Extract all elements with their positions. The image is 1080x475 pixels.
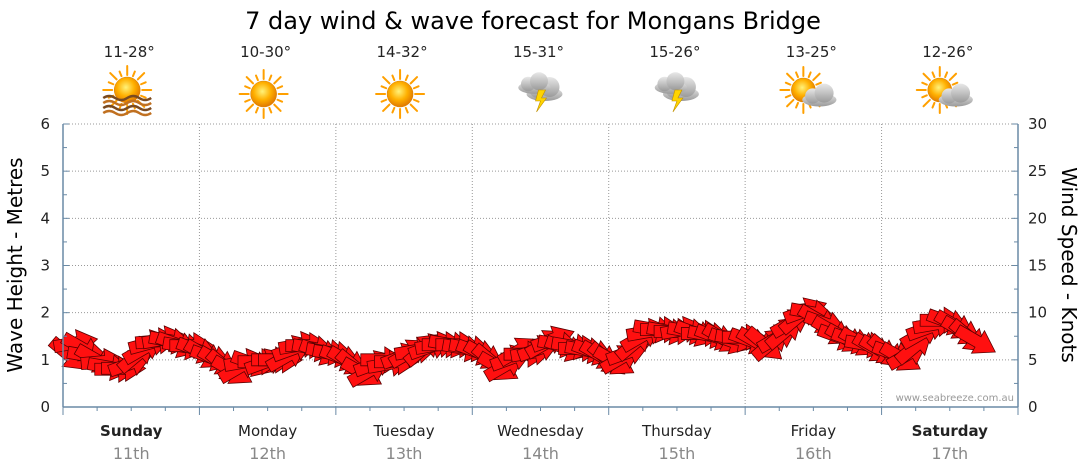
day-date: 13th — [386, 444, 423, 463]
day-name: Tuesday — [373, 422, 435, 440]
left-tick-label: 5 — [40, 162, 50, 180]
day-labels: Sunday 11th 11-28° Monday 12th 10-30° Tuesday 1… — [100, 43, 988, 463]
day-temperature: 14-32° — [377, 43, 428, 61]
right-tick-label: 20 — [1028, 209, 1047, 227]
right-axis-label: Wind Speed - Knots — [1057, 167, 1080, 363]
right-tick-label: 10 — [1028, 304, 1047, 322]
left-tick-label: 2 — [40, 304, 50, 322]
right-tick-label: 30 — [1028, 115, 1047, 133]
left-tick-label: 3 — [40, 257, 50, 275]
weather-icons — [102, 65, 973, 119]
left-tick-label: 1 — [40, 351, 50, 369]
day-name: Wednesday — [497, 422, 584, 440]
day-name: Thursday — [641, 422, 712, 440]
left-tick-label: 6 — [40, 115, 50, 133]
day-name: Saturday — [912, 422, 989, 440]
day-temperature: 12-26° — [922, 43, 973, 61]
sun-haze-icon — [102, 65, 153, 117]
right-tick-label: 0 — [1028, 398, 1038, 416]
sun-icon — [238, 69, 289, 119]
storm-icon — [654, 72, 699, 113]
day-name: Monday — [238, 422, 297, 440]
storm-icon — [518, 72, 563, 113]
partly-cloudy-icon — [915, 66, 973, 114]
day-temperature: 15-26° — [649, 43, 700, 61]
credit-text: www.seabreeze.com.au — [896, 393, 1014, 404]
right-tick-label: 15 — [1028, 257, 1047, 275]
left-tick-label: 4 — [40, 209, 50, 227]
wind-arrows — [47, 297, 996, 388]
wind-arrow — [953, 324, 996, 354]
day-temperature: 15-31° — [513, 43, 564, 61]
day-temperature: 13-25° — [786, 43, 837, 61]
sun-icon — [375, 69, 426, 119]
day-date: 14th — [522, 444, 559, 463]
chart-title: 7 day wind & wave forecast for Mongans B… — [245, 7, 821, 35]
axes: 0 1 2 3 4 5 6 0 5 10 15 20 25 30 — [40, 115, 1047, 416]
day-date: 15th — [659, 444, 696, 463]
day-date: 16th — [795, 444, 832, 463]
day-temperature: 11-28° — [104, 43, 155, 61]
day-date: 11th — [113, 444, 150, 463]
left-axis-label: Wave Height - Metres — [3, 157, 27, 372]
day-date: 17th — [931, 444, 968, 463]
day-date: 12th — [249, 444, 286, 463]
left-tick-label: 0 — [40, 398, 50, 416]
grid — [63, 123, 1018, 407]
day-name: Friday — [791, 422, 837, 440]
day-name: Sunday — [100, 422, 163, 440]
partly-cloudy-icon — [779, 66, 837, 114]
day-temperature: 10-30° — [240, 43, 291, 61]
right-tick-label: 25 — [1028, 162, 1047, 180]
right-tick-label: 5 — [1028, 351, 1038, 369]
